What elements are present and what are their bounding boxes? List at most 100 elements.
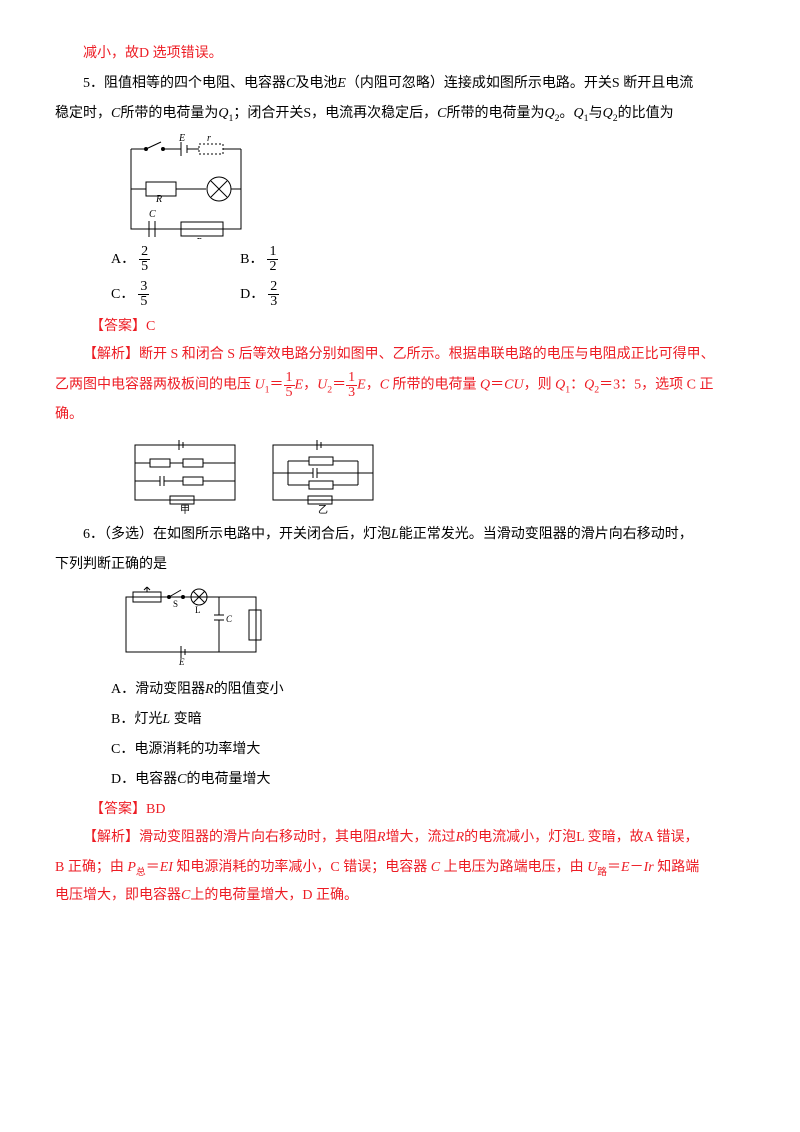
q5-ec: C: [380, 378, 389, 393]
q6-ee: E: [621, 860, 630, 875]
q5-u1: U: [255, 378, 265, 393]
q5-e2b: ，: [366, 378, 380, 393]
q6-optD: D．电容器C的电荷量增大: [111, 766, 745, 794]
q6-eq2: ＝: [607, 860, 621, 875]
q6-exp2: B 正确；由 P总＝EI 知电源消耗的功率减小，C 错误；电容器 C 上电压为路…: [55, 854, 745, 882]
q5-eq1v: Q: [555, 378, 565, 393]
q5-t8: 。: [560, 106, 574, 121]
q5-q2: Q: [545, 106, 555, 121]
q6-u: U: [587, 860, 597, 875]
q6-e2c: C: [431, 860, 440, 875]
q6-min: －: [630, 860, 644, 875]
q6-e2d: 知路端: [654, 860, 700, 875]
q5-eq2: ＝: [332, 378, 346, 393]
q5-b-label: B．: [240, 246, 263, 274]
q5-c2: C: [111, 106, 120, 121]
svg-text:L: L: [195, 605, 201, 615]
q6-e2cc: 上电压为路端电压，由: [440, 860, 587, 875]
q5-answer: 【答案】C: [90, 313, 745, 341]
q6-ei: EI: [160, 860, 173, 875]
svg-text:r: r: [207, 134, 211, 144]
q6-p: P: [127, 860, 136, 875]
q6-a1: A．滑动变阻器: [111, 682, 205, 697]
q6-e1r: R: [377, 830, 386, 845]
q5-cm1: ，: [303, 378, 317, 393]
q5-d-label: D．: [240, 281, 264, 309]
q5-a-frac: 25: [139, 245, 150, 274]
q6-stem-line2: 下列判断正确的是: [55, 551, 745, 579]
q5-options: A．25 C．35 B．12 D．23: [111, 245, 745, 309]
q5-circuit-diagram: E r R C R₀: [111, 134, 261, 239]
q6-e3b: 上的电荷量增大，D 正确。: [190, 888, 358, 903]
q5-e2d: ，则: [524, 378, 556, 393]
q6-e2a: B 正确；由: [55, 860, 127, 875]
q5-eq1: ＝: [270, 378, 284, 393]
q5-stem-line2: 稳定时，C所带的电荷量为Q1；闭合开关S，电流再次稳定后，C所带的电荷量为Q2。…: [55, 100, 745, 128]
q6-us: 路: [597, 866, 607, 877]
q6-ps: 总: [136, 866, 146, 877]
q5-optC: C．35: [111, 280, 150, 309]
svg-text:E: E: [178, 134, 185, 144]
q6-l: L: [391, 527, 399, 542]
q5-f1: 15: [284, 371, 295, 400]
q5-c-frac: 35: [138, 280, 149, 309]
q6-ir: Ir: [644, 860, 654, 875]
prev-answer-tail: 减小，故D 选项错误。: [55, 40, 745, 68]
q5-cu: CU: [504, 378, 523, 393]
q6-answer: 【答案】BD: [90, 796, 745, 824]
q6-bl: L: [162, 712, 170, 727]
q6-optC: C．电源消耗的功率增大: [111, 736, 745, 764]
q5-optA: A．25: [111, 245, 150, 274]
q5-t9: 与: [589, 106, 603, 121]
q5-f2: 13: [346, 371, 357, 400]
q5-col: ：: [570, 378, 584, 393]
q6-b2: 变暗: [170, 712, 202, 727]
q5-exp3: 确。: [55, 401, 745, 429]
q6-exp1: 【解析】滑动变阻器的滑片向右移动时，其电阻R增大，流过R的电流减小，灯泡L 变暗…: [55, 824, 745, 852]
q5-e: E: [337, 76, 346, 91]
q5-q1b: Q: [574, 106, 584, 121]
q6-t1: （多选）在如图所示电路中，开关闭合后，灯泡: [104, 527, 391, 542]
q5-c3: C: [437, 106, 446, 121]
q5-t4: 稳定时，: [55, 106, 111, 121]
q5-stem-line1: 5．阻值相等的四个电阻、电容器C及电池E（内阻可忽略）连接成如图所示电路。开关S…: [55, 70, 745, 98]
q5-q2b: Q: [603, 106, 613, 121]
q5-t6: ；闭合开关S，电流再次稳定后，: [233, 106, 437, 121]
q5-b-frac: 12: [267, 245, 278, 274]
q5-q1: Q: [218, 106, 228, 121]
svg-text:S: S: [173, 599, 178, 609]
q6-e3c: C: [181, 888, 190, 903]
q5-t5: 所带的电荷量为: [120, 106, 218, 121]
q5-eq2v: Q: [584, 378, 594, 393]
q6-exp3: 电压增大，即电容器C上的电荷量增大，D 正确。: [55, 882, 745, 910]
q6-e1b: 增大，流过: [386, 830, 456, 845]
q5-eQ: Q: [480, 378, 490, 393]
q6-e3a: 电压增大，即电容器: [55, 888, 181, 903]
q5-exp2: 乙两图中电容器两极板间的电压 U1＝15E，U2＝13E，C 所带的电荷量 Q＝…: [55, 371, 745, 400]
q6-ar: R: [205, 682, 214, 697]
q6-e1r2: R: [456, 830, 465, 845]
q6-optA: A．滑动变阻器R的阻值变小: [111, 676, 745, 704]
q6-d2: 的电荷量增大: [186, 772, 270, 787]
q6-circuit-diagram: S L C E: [111, 585, 271, 670]
q5-d-frac: 23: [268, 280, 279, 309]
q5-ratio: ＝3：5，选项 C 正: [599, 378, 713, 393]
q6-num: 6．: [83, 527, 104, 542]
svg-text:乙: 乙: [318, 504, 328, 515]
q5-t7: 所带的电荷量为: [447, 106, 545, 121]
q6-optB: B．灯光L 变暗: [111, 706, 745, 734]
q5-eqq: ＝: [490, 378, 504, 393]
q6-t2: 能正常发光。当滑动变阻器的滑片向右移动时，: [399, 527, 693, 542]
q5-t1: 阻值相等的四个电阻、电容器: [104, 76, 286, 91]
svg-text:C: C: [226, 614, 233, 624]
q6-options: A．滑动变阻器R的阻值变小 B．灯光L 变暗 C．电源消耗的功率增大 D．电容器…: [111, 676, 745, 794]
q5-c: C: [286, 76, 295, 91]
q6-d1: D．电容器: [111, 772, 177, 787]
q5-a-label: A．: [111, 246, 135, 274]
svg-text:C: C: [149, 209, 156, 220]
q5-optB: B．12: [240, 245, 279, 274]
q5-t2: 及电池: [295, 76, 337, 91]
q5-e2c: 所带的电荷量: [389, 378, 480, 393]
q5-c-label: C．: [111, 281, 134, 309]
q5-t3: （内阻可忽略）连接成如图所示电路。开关S 断开且电流: [346, 76, 693, 91]
